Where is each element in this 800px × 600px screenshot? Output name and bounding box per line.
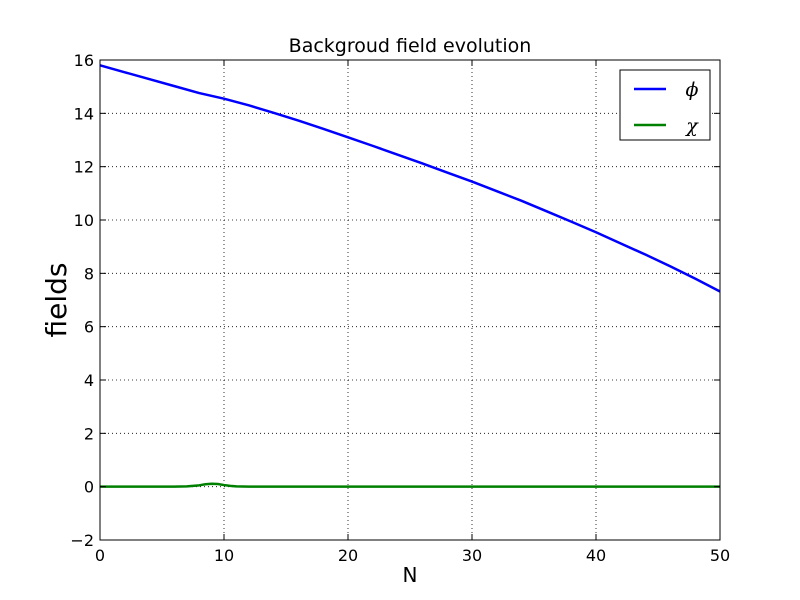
y-tick-label: 14 — [74, 104, 94, 123]
legend-label: ϕ — [686, 79, 699, 101]
y-tick-label: 2 — [84, 424, 94, 443]
legend-box — [619, 69, 711, 141]
x-tick-label: 10 — [214, 546, 234, 565]
x-tick-label: 50 — [710, 546, 730, 565]
y-tick-label: 10 — [74, 211, 94, 230]
x-tick-label: 20 — [338, 546, 358, 565]
x-axis-label: N — [403, 563, 418, 587]
plot-frame — [99, 59, 721, 541]
x-tick-label: 0 — [95, 546, 105, 565]
legend: ϕχ — [619, 69, 711, 141]
y-tick-label: 16 — [74, 51, 94, 70]
y-tick-label: 0 — [84, 478, 94, 497]
y-tick-label: 8 — [84, 264, 94, 283]
y-tick-label: 12 — [74, 158, 94, 177]
plot-series — [99, 64, 721, 488]
legend-label: χ — [684, 115, 699, 137]
y-tick-label: 6 — [84, 318, 94, 337]
y-tick-label: 4 — [84, 371, 94, 390]
chart-title: Backgroud field evolution — [289, 35, 532, 57]
series-line — [100, 482, 720, 488]
x-tick-label: 30 — [462, 546, 482, 565]
x-tick-label: 40 — [586, 546, 606, 565]
y-tick-label: −2 — [70, 531, 94, 550]
y-axis-label: fields — [40, 262, 73, 337]
series-line — [99, 64, 721, 293]
